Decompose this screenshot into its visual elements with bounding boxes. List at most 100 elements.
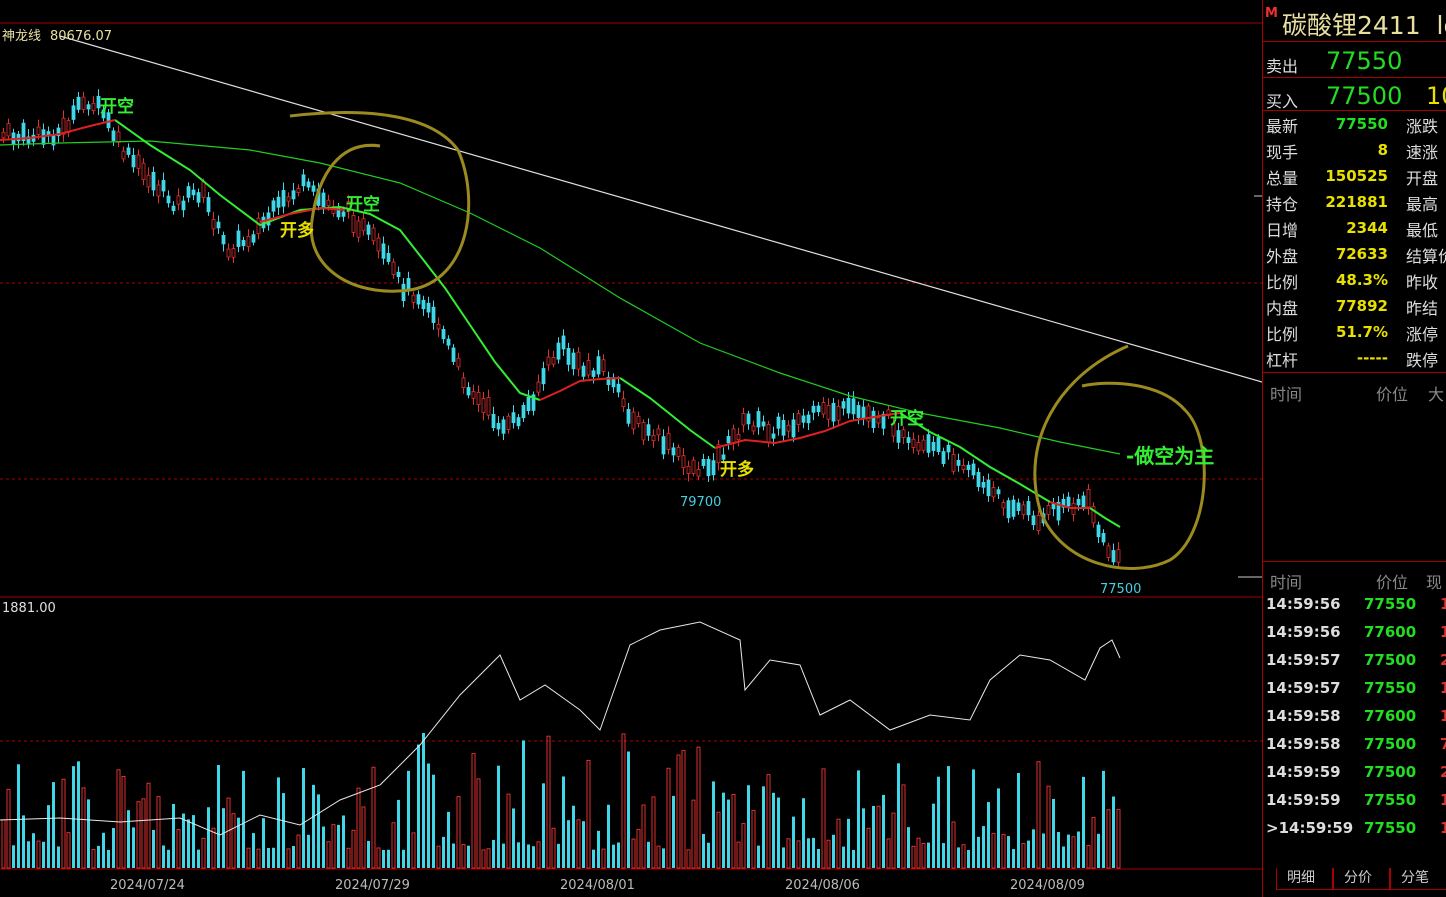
candle <box>91 102 96 111</box>
volume-bar <box>807 838 810 868</box>
volume-bar <box>156 796 161 869</box>
sell-label: 卖出 <box>1266 57 1299 76</box>
tick-time: 14:59:57 <box>1266 651 1341 669</box>
candle <box>1101 533 1106 543</box>
volume-bar <box>506 793 511 869</box>
candle <box>121 150 126 160</box>
candle <box>1 131 6 139</box>
volume-bar <box>262 818 265 868</box>
candle <box>956 460 961 466</box>
candle <box>481 398 486 414</box>
buy-label: 买入 <box>1266 92 1299 111</box>
volume-bar <box>77 761 80 868</box>
volume-bar <box>192 815 195 868</box>
divider <box>1262 41 1446 42</box>
volume-bar <box>972 769 975 868</box>
candle <box>16 133 21 142</box>
candle <box>1006 500 1011 519</box>
volume-bar <box>176 829 181 869</box>
quote-value: 51.7% <box>1335 323 1388 341</box>
candle <box>866 405 871 422</box>
ma-red-line <box>0 119 116 141</box>
quote-row: 比例 48.3% 昨收 <box>1266 269 1446 295</box>
indicator-value: 80676.07 <box>50 29 112 44</box>
candle <box>936 437 941 452</box>
buy-row[interactable]: 买入 77500 10 <box>1266 82 1446 112</box>
tick-price: 77550 <box>1364 595 1417 613</box>
volume-bar <box>502 843 505 868</box>
volume-bar <box>586 759 591 869</box>
x-tick-label: 2024/08/06 <box>785 878 860 893</box>
x-tick-label: 2024/07/29 <box>335 878 410 893</box>
candle <box>681 455 686 469</box>
volume-bar <box>277 777 280 868</box>
candle <box>811 405 816 413</box>
volume-bar <box>681 750 686 869</box>
candle <box>871 410 876 429</box>
candle <box>921 439 926 451</box>
sell-row[interactable]: 卖出 77550 <box>1266 47 1402 77</box>
quote-row: 杠杆 ----- 跌停 <box>1266 347 1446 373</box>
volume-bar <box>576 819 581 869</box>
volume-bar <box>947 766 950 868</box>
quote-row: 内盘 77892 昨结 <box>1266 295 1446 321</box>
candle <box>371 227 376 242</box>
signal-open-long: 开多 <box>720 460 754 480</box>
candles <box>1 89 1121 567</box>
volume-bar <box>182 813 185 868</box>
volume-bar <box>536 841 541 869</box>
quote-value: 77550 <box>1335 115 1388 133</box>
tick-header-time: 时间 <box>1270 573 1303 592</box>
volume-bar <box>532 846 535 868</box>
tab-detail[interactable]: 明细 <box>1276 868 1333 890</box>
volume-bar <box>847 818 850 868</box>
candle <box>251 234 256 243</box>
candle <box>1001 502 1006 509</box>
volume-bar <box>167 849 170 868</box>
volume-bar <box>256 848 261 869</box>
volume-bar <box>582 821 585 868</box>
volume-bar <box>1032 829 1035 868</box>
volume-bar <box>1052 798 1055 868</box>
candle <box>326 199 331 207</box>
volume-bar <box>402 849 405 868</box>
volume-bar <box>862 808 865 868</box>
ma-red-line-3 <box>539 377 621 401</box>
candle <box>971 463 976 476</box>
volume-bar <box>647 841 650 868</box>
volume-bar <box>242 770 245 868</box>
candle <box>881 413 886 429</box>
volume-bar <box>802 798 805 868</box>
candle <box>551 357 556 365</box>
candle <box>951 454 956 472</box>
candle <box>1066 496 1071 507</box>
signal-open-short: 开空 <box>890 409 924 429</box>
volume-bar <box>36 840 41 869</box>
candle <box>151 171 156 191</box>
candle <box>651 434 656 442</box>
candle <box>446 338 451 346</box>
tick-time: 14:59:56 <box>1266 595 1341 613</box>
volume-bar <box>897 763 900 868</box>
tab-price-distribution[interactable]: 分价 <box>1333 868 1390 890</box>
candle <box>56 127 61 137</box>
candle <box>116 131 121 143</box>
candle <box>216 221 221 229</box>
volume-bar <box>857 770 860 868</box>
volume-bar <box>886 838 891 869</box>
volume-bar <box>772 792 775 868</box>
tab-trades[interactable]: 分笔 <box>1390 868 1446 890</box>
candle <box>1106 545 1111 558</box>
candle <box>1036 514 1041 532</box>
candle <box>561 335 566 350</box>
candle <box>526 396 531 411</box>
candle <box>376 237 381 252</box>
volume-bar <box>527 844 530 868</box>
kline-chart[interactable]: 神龙线 80676.07 1881.00 79700 77500 2024/07… <box>0 0 1262 897</box>
volume-bar <box>217 765 220 868</box>
candle <box>781 420 786 436</box>
candle <box>471 391 476 399</box>
quote-key: 杠杆 <box>1266 351 1299 370</box>
tick-price: 77500 <box>1364 763 1417 781</box>
candle <box>206 197 211 213</box>
